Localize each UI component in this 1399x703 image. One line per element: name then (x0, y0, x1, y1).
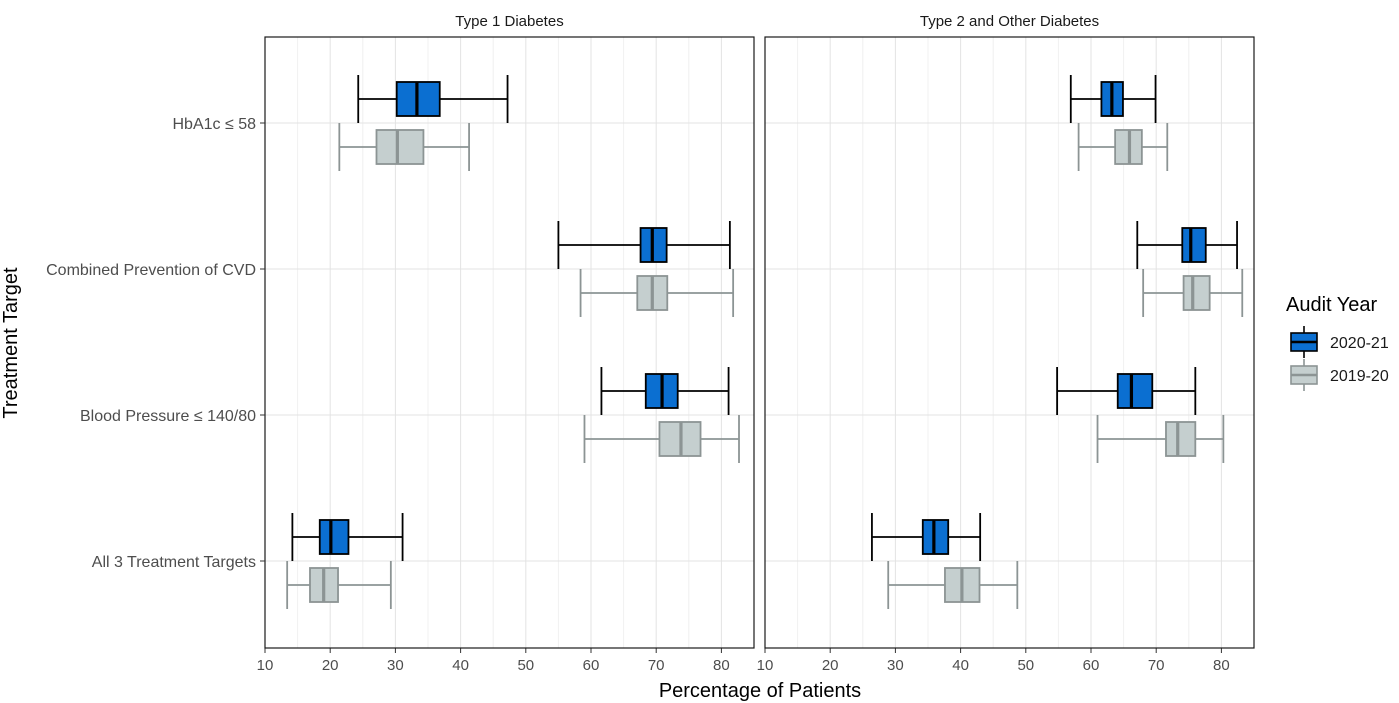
x-axis-title: Percentage of Patients (659, 680, 861, 702)
x-tick-label: 80 (713, 657, 730, 674)
category-label: All 3 Treatment Targets (92, 554, 256, 571)
category-labels: HbA1c ≤ 58 Combined Prevention of CVD Bloo… (46, 116, 265, 571)
box-current (291, 513, 404, 561)
x-tick-label: 80 (1213, 657, 1230, 674)
x-tick-label: 40 (452, 657, 469, 674)
x-tick-label: 70 (648, 657, 665, 674)
box-previous (338, 123, 470, 171)
box-previous (887, 561, 1019, 609)
x-tick-label: 60 (1083, 657, 1100, 674)
box-previous (1142, 269, 1244, 317)
x-tick-label: 50 (1017, 657, 1034, 674)
iqr-box (1165, 421, 1197, 457)
panel-1: Type 1 Diabetes 10 20 30 40 50 60 70 80 (257, 13, 755, 674)
x-tick-label: 40 (952, 657, 969, 674)
x-tick-label: 60 (583, 657, 600, 674)
x-tick-label: 70 (1148, 657, 1165, 674)
legend-label: 2020-21 (1330, 335, 1389, 352)
y-axis-title: Treatment Target (0, 267, 22, 419)
box-current (871, 513, 982, 561)
legend-label: 2019-20 (1330, 368, 1389, 385)
box-previous (583, 415, 740, 463)
box-current (1136, 221, 1238, 269)
x-tick-label: 30 (887, 657, 904, 674)
box-current (600, 367, 730, 415)
legend-key-1 (1290, 326, 1318, 358)
legend-key-2 (1290, 359, 1318, 391)
box-current (1056, 367, 1197, 415)
category-label: Blood Pressure ≤ 140/80 (80, 408, 256, 425)
box-current (557, 221, 731, 269)
box-current (357, 75, 509, 123)
box-previous (286, 561, 392, 609)
iqr-box (318, 519, 350, 555)
x-tick-label: 20 (822, 657, 839, 674)
panel-2: Type 2 and Other Diabetes 10 20 30 40 50 60 70 8… (757, 13, 1255, 674)
category-label: Combined Prevention of CVD (46, 262, 256, 279)
iqr-box (1182, 275, 1211, 311)
legend-title: Audit Year (1286, 294, 1378, 316)
box-previous (1077, 123, 1169, 171)
box-previous (579, 269, 735, 317)
box-current (1069, 75, 1157, 123)
legend: Audit Year 2020-21 2019-20 (1286, 294, 1389, 391)
iqr-box (375, 129, 425, 165)
box-previous (1096, 415, 1225, 463)
x-tick-label: 10 (757, 657, 774, 674)
x-tick-label: 20 (322, 657, 339, 674)
iqr-box (1116, 373, 1154, 409)
panel-title: Type 2 and Other Diabetes (920, 13, 1099, 30)
panel-border (764, 36, 1255, 649)
x-tick-label: 30 (387, 657, 404, 674)
x-tick-label: 10 (257, 657, 274, 674)
iqr-box (1181, 227, 1207, 263)
iqr-box (921, 519, 950, 555)
category-label: HbA1c ≤ 58 (173, 116, 257, 133)
panel-title: Type 1 Diabetes (455, 13, 563, 30)
x-tick-label: 50 (517, 657, 534, 674)
panel-border (264, 36, 755, 649)
